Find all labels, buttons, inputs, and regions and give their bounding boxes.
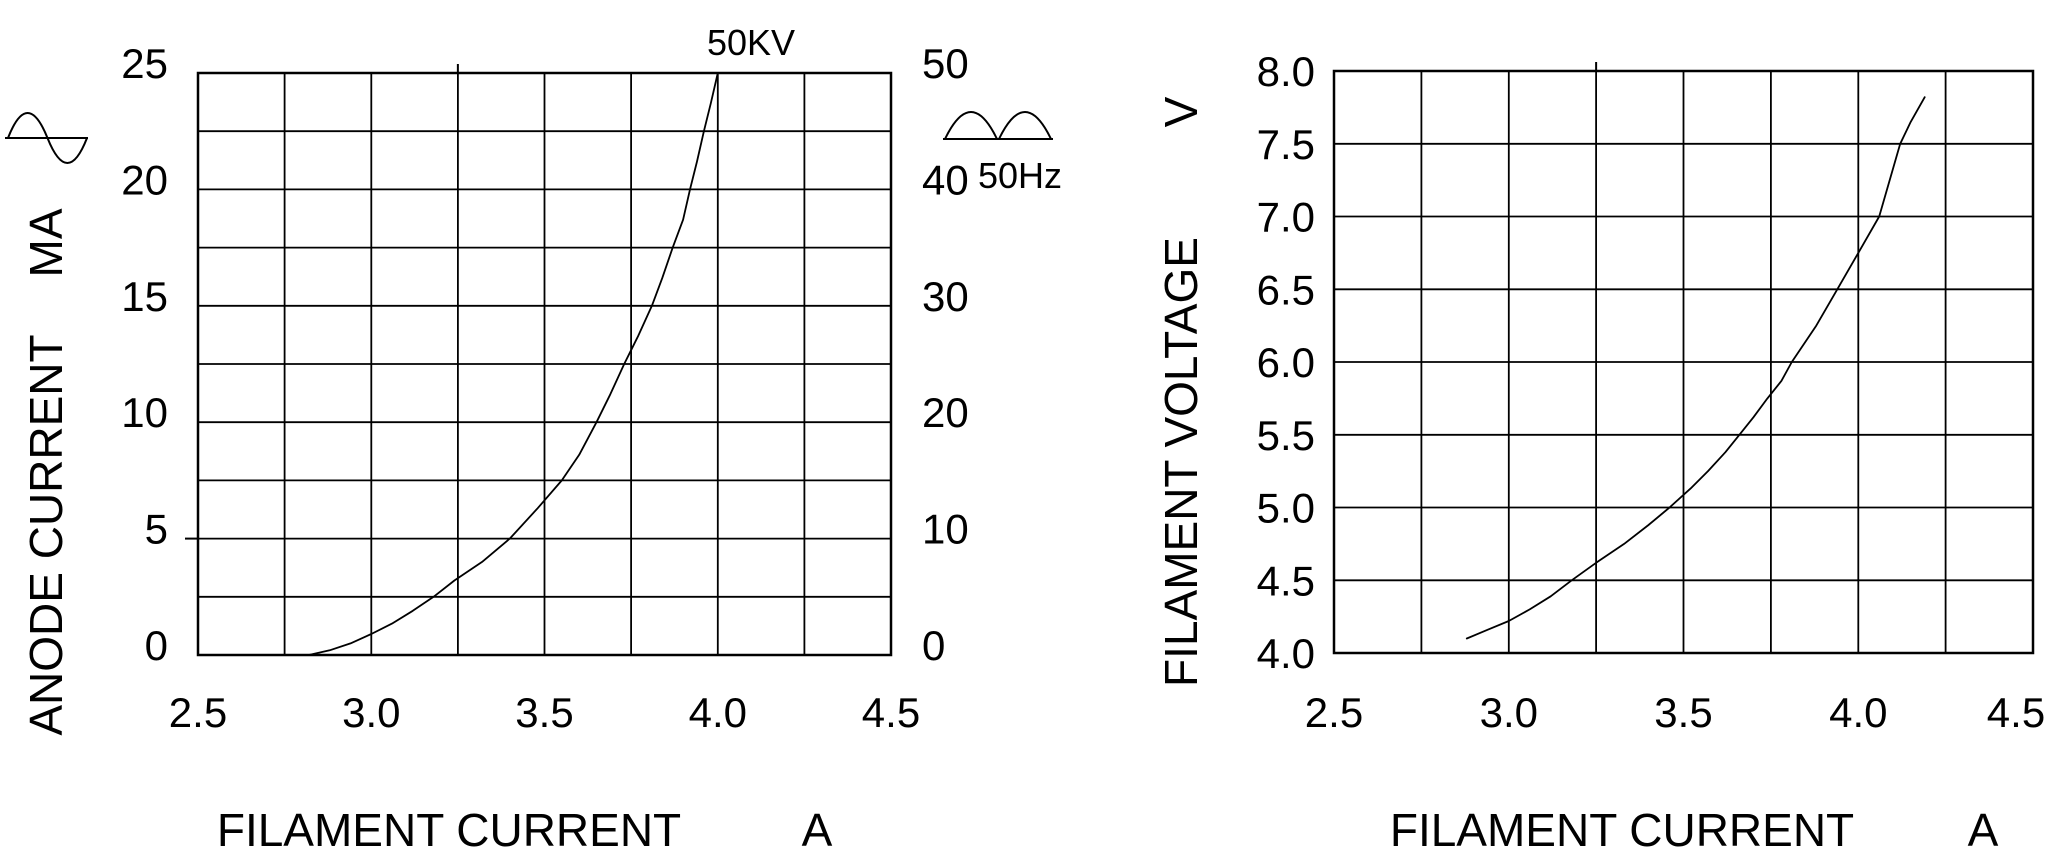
sine-wave-icon [5, 112, 88, 164]
labels: 2.5 3.0 3.5 4.0 4.5 4.0 4.5 5.0 5.5 6.0 6.5 7.0 7.5 8… [1155, 48, 2045, 856]
y-right-tick-label: 10 [922, 506, 969, 553]
y-right-tick-label: 40 [922, 156, 969, 203]
x-tick-label: 3.0 [1480, 689, 1538, 736]
y-tick-label: 15 [121, 273, 168, 320]
y-tick-label: 8.0 [1257, 48, 1315, 95]
y-tick-label: 20 [121, 156, 168, 203]
y-right-tick-label: 50 [922, 40, 969, 87]
y-axis-title: FILAMENT VOLTAGE [1155, 237, 1207, 687]
x-axis-title: FILAMENT CURRENT [1390, 804, 1854, 856]
y-right-tick-label: 30 [922, 273, 969, 320]
y-tick-label: 0 [145, 622, 168, 669]
series-curve-50KV [308, 72, 719, 656]
x-axis-unit: A [1968, 804, 1999, 856]
filament-voltage-chart: 2.5 3.0 3.5 4.0 4.5 4.0 4.5 5.0 5.5 6.0 6.5 7.0 7.5 8… [1155, 48, 2045, 856]
plot-border [196, 71, 893, 657]
y-tick-label: 5.0 [1257, 485, 1315, 532]
labels: 2.5 3.0 3.5 4.0 4.505101520250102030405050Hz… [20, 22, 1062, 856]
x-tick-label: 2.5 [1305, 689, 1363, 736]
y-tick-label: 5.5 [1257, 412, 1315, 459]
y-right-tick-label: 0 [922, 622, 945, 669]
y-axis-title: ANODE CURRENT [20, 334, 72, 735]
y-tick-label: 5 [145, 506, 168, 553]
filament-voltage-curve [1465, 96, 1926, 640]
grid [185, 64, 893, 657]
x-axis-unit: A [802, 804, 833, 856]
anode-current-chart: 2.5 3.0 3.5 4.0 4.505101520250102030405050Hz… [5, 22, 1062, 856]
y-right-tick-label: 20 [922, 389, 969, 436]
y-tick-label: 4.5 [1257, 557, 1315, 604]
x-axis-title: FILAMENT CURRENT [217, 804, 681, 856]
x-tick-label: 4.0 [689, 689, 747, 736]
x-tick-label: 4.0 [1829, 689, 1887, 736]
y-tick-label: 25 [121, 40, 168, 87]
series-curve-filament-voltage [1465, 96, 1926, 640]
x-tick-label: 4.5 [1987, 689, 2045, 736]
y-tick-label: 7.5 [1257, 121, 1315, 168]
plot-border [1332, 69, 2035, 655]
frequency-label: 50Hz [978, 155, 1062, 196]
x-tick-label: 3.0 [342, 689, 400, 736]
y-tick-label: 10 [121, 389, 168, 436]
y-axis-unit: MA [20, 208, 72, 277]
y-tick-label: 6.5 [1257, 266, 1315, 313]
y-tick-label: 4.0 [1257, 630, 1315, 677]
anode-current-curve [308, 72, 719, 656]
full-wave-rectified-icon [943, 111, 1053, 140]
x-tick-label: 3.5 [515, 689, 573, 736]
y-tick-label: 7.0 [1257, 194, 1315, 241]
y-axis-unit: V [1155, 96, 1207, 127]
x-tick-label: 3.5 [1654, 689, 1712, 736]
curve-label: 50KV [707, 22, 795, 63]
x-tick-label: 4.5 [862, 689, 920, 736]
x-tick-label: 2.5 [169, 689, 227, 736]
grid [1332, 62, 2035, 655]
y-tick-label: 6.0 [1257, 339, 1315, 386]
